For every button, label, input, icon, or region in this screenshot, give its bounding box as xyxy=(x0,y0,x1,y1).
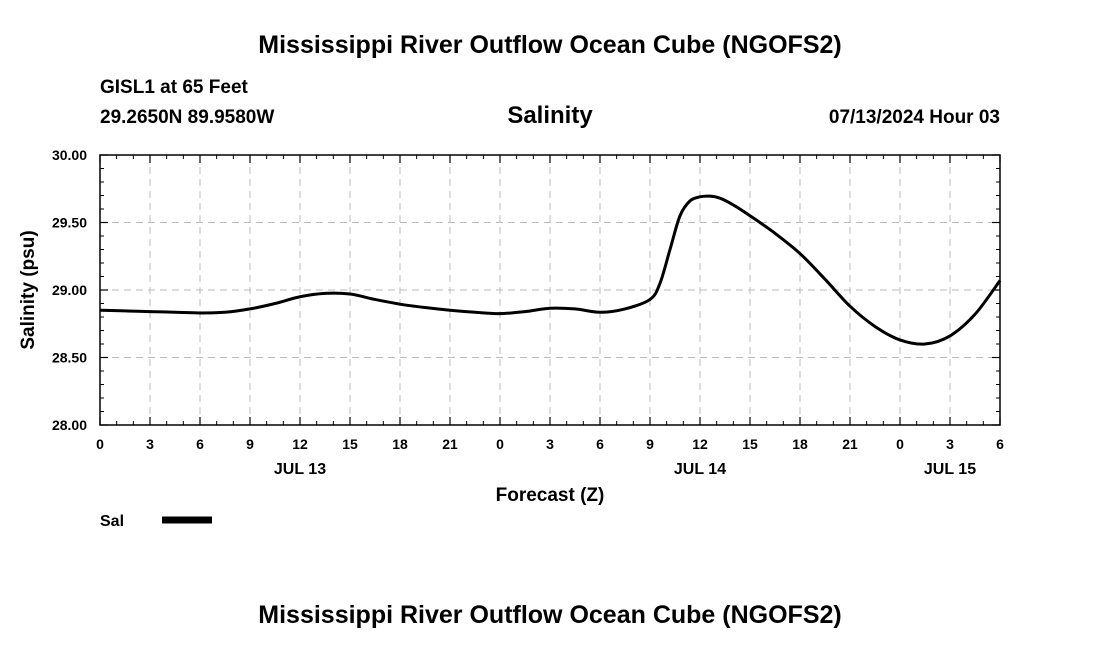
y-tick-label: 30.00 xyxy=(52,147,87,163)
day-label: JUL 15 xyxy=(924,461,976,478)
x-tick-label: 9 xyxy=(246,436,254,452)
x-axis-label: Forecast (Z) xyxy=(496,485,605,506)
grid-layer xyxy=(100,155,1000,425)
forecast-datetime: 07/13/2024 Hour 03 xyxy=(828,107,1000,128)
x-tick-label: 0 xyxy=(96,436,104,452)
day-label: JUL 14 xyxy=(674,461,726,478)
chart-subtitle: Salinity xyxy=(507,102,593,129)
x-tick-label: 6 xyxy=(596,436,604,452)
chart-footer-title: Mississippi River Outflow Ocean Cube (NG… xyxy=(258,601,842,629)
x-tick-label: 18 xyxy=(792,436,808,452)
x-tick-label: 15 xyxy=(742,436,758,452)
x-tick-label: 6 xyxy=(996,436,1004,452)
legend-label-sal: Sal xyxy=(100,513,124,530)
x-tick-label: 21 xyxy=(442,436,458,452)
legend: Sal xyxy=(100,513,212,530)
x-tick-label: 18 xyxy=(392,436,408,452)
y-tick-label: 28.50 xyxy=(52,350,87,366)
series-line-sal xyxy=(99,194,1002,346)
chart-main-title: Mississippi River Outflow Ocean Cube (NG… xyxy=(258,31,842,59)
y-tick-label: 28.00 xyxy=(52,417,87,433)
x-tick-label: 3 xyxy=(146,436,154,452)
x-tick-label: 3 xyxy=(546,436,554,452)
station-label: GISL1 at 65 Feet xyxy=(100,77,248,98)
series-layer xyxy=(99,194,1002,346)
day-label: JUL 13 xyxy=(274,461,326,478)
x-tick-label: 15 xyxy=(342,436,358,452)
x-tick-label: 9 xyxy=(646,436,654,452)
y-tick-label: 29.00 xyxy=(52,282,87,298)
x-tick-label: 12 xyxy=(292,436,308,452)
y-axis-label: Salinity (psu) xyxy=(18,230,39,349)
plot-frame xyxy=(99,154,1001,426)
x-tick-label: 6 xyxy=(196,436,204,452)
station-coordinates: 29.2650N 89.9580W xyxy=(100,107,275,128)
y-tick-label: 29.50 xyxy=(52,215,87,231)
x-tick-label: 0 xyxy=(896,436,904,452)
x-tick-label: 12 xyxy=(692,436,708,452)
x-tick-label: 21 xyxy=(842,436,858,452)
x-tick-label: 0 xyxy=(496,436,504,452)
x-tick-label: 3 xyxy=(946,436,954,452)
